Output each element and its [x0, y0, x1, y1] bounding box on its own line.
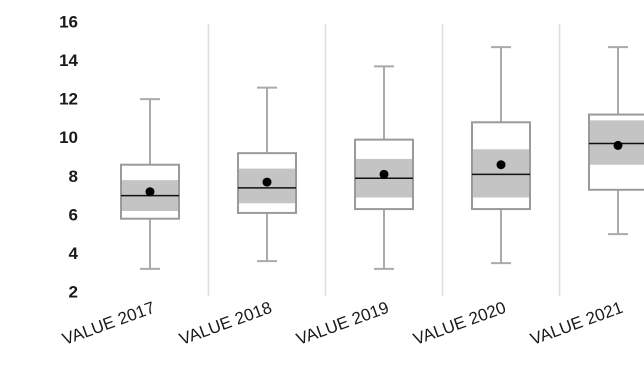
y-tick-label: 8 — [69, 167, 78, 186]
mean-marker — [379, 169, 389, 179]
y-tick-label: 4 — [69, 244, 79, 263]
mean-marker — [145, 187, 155, 197]
x-category-label: VALUE 2020 — [411, 298, 509, 349]
plot-area — [120, 46, 644, 270]
mean-marker — [262, 177, 272, 187]
mean-marker — [613, 140, 623, 150]
inner-band — [473, 149, 529, 198]
y-axis: 2 4 6 8 10 12 14 16 — [59, 13, 78, 302]
box-3 — [354, 65, 414, 270]
y-tick-label: 2 — [69, 283, 78, 302]
box-5 — [588, 46, 644, 236]
y-tick-label: 12 — [59, 90, 78, 109]
y-tick-label: 14 — [59, 51, 78, 70]
category-separators — [207, 24, 561, 296]
box-2 — [237, 86, 297, 263]
x-category-label: VALUE 2021 — [528, 298, 626, 349]
mean-marker — [496, 160, 506, 170]
x-category-label: VALUE 2019 — [294, 298, 392, 349]
box-4 — [471, 46, 531, 265]
x-category-label: VALUE 2018 — [177, 298, 275, 349]
y-tick-label: 10 — [59, 128, 78, 147]
y-tick-label: 6 — [69, 205, 78, 224]
box-1 — [120, 98, 180, 270]
x-category-label: VALUE 2017 — [60, 298, 158, 349]
x-axis: VALUE 2017 VALUE 2018 VALUE 2019 VALUE 2020… — [60, 298, 626, 349]
y-tick-label: 16 — [59, 13, 78, 32]
